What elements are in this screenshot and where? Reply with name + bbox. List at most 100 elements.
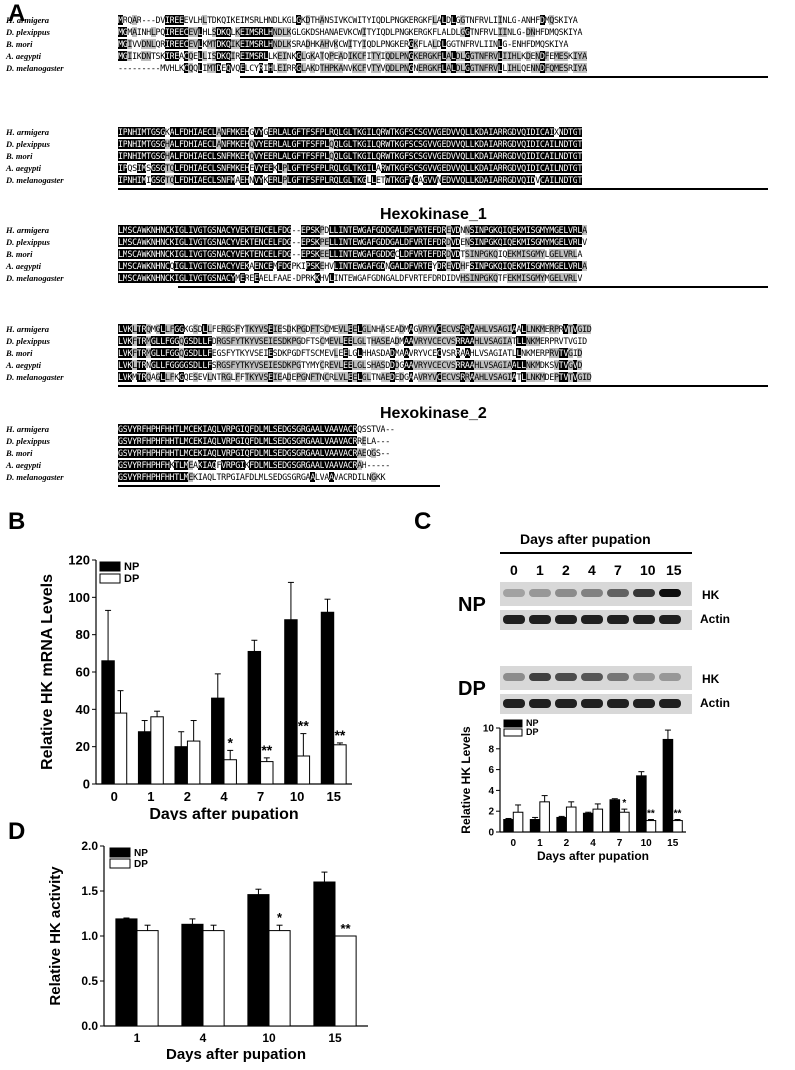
significance-marker: ** — [261, 742, 272, 758]
blot-band-actin-dp — [633, 699, 655, 708]
blot-day-label: 0 — [510, 562, 518, 578]
bar-dp — [333, 744, 347, 785]
bar-np — [211, 697, 225, 785]
y-axis-label: Relative HK mRNA Levels — [39, 574, 56, 770]
species-name: B. mori — [6, 151, 33, 161]
species-name: H. armigera — [6, 225, 49, 235]
species-name: B. mori — [6, 348, 33, 358]
bar-dp — [113, 712, 128, 785]
bar-np — [247, 894, 270, 1027]
blot-band-hk-np — [555, 589, 577, 597]
blot-band-actin-np — [581, 615, 603, 624]
x-axis-label: Days after pupation — [166, 1046, 306, 1063]
x-tick-label: 1 — [134, 1031, 141, 1045]
sequence-text: IPNHIMTGSGHALFDHIAECLSNFMKEHQVYEERLALGFT… — [118, 151, 583, 161]
blot-band-actin-dp — [581, 699, 603, 708]
bar-dp — [296, 755, 311, 785]
significance-marker: ** — [298, 718, 309, 734]
blot-day-label: 2 — [562, 562, 570, 578]
x-tick-label: 7 — [257, 789, 264, 804]
y-tick-label: 0 — [488, 828, 494, 839]
x-tick-label: 4 — [590, 838, 596, 849]
significance-marker: * — [277, 910, 283, 925]
x-tick-label: 4 — [200, 1031, 207, 1045]
blot-day-label: 1 — [536, 562, 544, 578]
x-axis-label: Days after pupation — [149, 806, 298, 820]
bar-np — [556, 816, 567, 833]
x-tick-label: 2 — [564, 838, 570, 849]
sequence-text: MGIVVDNLQRIREECEVLKMTDKQIKEIMSRLHNDLKSRA… — [118, 39, 568, 49]
sequence-text: LMSCAWKNHNCKIGLIVGTGSNACYVEKTENCELFDG--E… — [118, 237, 587, 247]
legend-swatch-dp — [99, 573, 121, 584]
legend-swatch-dp — [503, 728, 523, 737]
sequence-text: IPNHIMIGSGTQLFDHIAECLSNFMAEHNVYKERLPLGFT… — [118, 175, 583, 185]
bar-dp — [202, 930, 225, 1027]
bar-np — [181, 923, 204, 1027]
bar-dp — [672, 820, 683, 833]
blot-label-hk-dp: HK — [702, 672, 720, 686]
bar-np — [101, 660, 115, 785]
chart-b-mrna-levels: 0 20 40 60 80 100 120 0 1 2 4 * 7 ** 10 ** 15 ** Days afte… — [39, 553, 352, 820]
blot-day-label: 7 — [614, 562, 622, 578]
panel-letter-c: C — [414, 508, 432, 535]
sequence-text: MRQAR---DVIREEEVLHLTDKQIKEIMSRLHNDLKGLGK… — [118, 15, 578, 25]
sequence-text: IPQSIMSGSGTQLFDHIAECLSNFMKEHEVYEEKLPLGFT… — [118, 163, 583, 173]
species-name: D. melanogaster — [6, 273, 64, 283]
x-tick-label: 1 — [537, 838, 543, 849]
y-tick-label: 0.5 — [81, 974, 98, 988]
bar-dp — [539, 801, 550, 833]
species-name: H. armigera — [6, 127, 49, 137]
species-name: D. plexippus — [6, 336, 50, 346]
bar-dp — [268, 930, 291, 1027]
x-tick-label: 15 — [667, 838, 679, 849]
bar-np — [115, 918, 138, 1027]
y-tick-label: 120 — [68, 553, 90, 568]
significance-marker: * — [622, 798, 626, 809]
blot-band-hk-dp — [503, 673, 525, 681]
species-name: D. melanogaster — [6, 472, 64, 482]
y-tick-label: 8 — [488, 744, 494, 755]
bar-np — [174, 746, 188, 785]
species-name: D. plexippus — [6, 237, 50, 247]
bar-np — [582, 812, 594, 833]
species-name: D. melanogaster — [6, 175, 64, 185]
bar-np — [662, 738, 674, 833]
species-name: B. mori — [6, 448, 33, 458]
legend-swatch-np — [109, 847, 131, 858]
blot-band-hk-np — [529, 589, 551, 597]
sequence-text: GSVYRFHPHFHHTLMCEKIAQLVRPGIQFDLMLSEDGSGR… — [118, 424, 395, 434]
species-name: B. mori — [6, 249, 33, 259]
blot-band-hk-dp — [529, 673, 551, 681]
y-tick-label: 60 — [76, 665, 90, 680]
blot-band-actin-dp — [503, 699, 525, 708]
blot-band-actin-np — [529, 615, 551, 624]
blot-band-hk-np — [581, 589, 603, 597]
blot-band-hk-dp — [555, 673, 577, 681]
x-tick-label: 2 — [184, 789, 191, 804]
species-name: H. armigera — [6, 324, 49, 334]
x-tick-label: 15 — [326, 789, 340, 804]
species-name: A. aegypti — [6, 51, 41, 61]
domain-underline — [118, 485, 440, 487]
species-name: A. aegypti — [6, 261, 41, 271]
blot-band-actin-dp — [659, 699, 681, 708]
sequence-text: MGMAINHLPQIREECEVLHLSDKQLKEIMSRLHNDLKGLG… — [118, 27, 583, 37]
species-name: A. aegypti — [6, 460, 41, 470]
y-tick-label: 6 — [488, 765, 494, 776]
y-tick-label: 40 — [76, 702, 90, 717]
domain-underline — [118, 385, 768, 387]
bar-np — [609, 799, 621, 833]
y-tick-label: 100 — [68, 590, 90, 605]
species-name: B. mori — [6, 39, 33, 49]
significance-marker: ** — [674, 809, 682, 820]
species-name: D. plexippus — [6, 139, 50, 149]
species-name: D. melanogaster — [6, 372, 64, 382]
bar-dp — [512, 811, 524, 833]
x-tick-label: 0 — [511, 838, 517, 849]
blot-band-actin-np — [659, 615, 681, 624]
sequence-text: LVKLTRQMGLLFGGKGSDLLFERGSFYTKYVSEIESDKPG… — [118, 324, 592, 334]
legend-label-np: NP — [526, 718, 539, 728]
y-tick-label: 4 — [488, 786, 494, 797]
y-tick-label: 2.0 — [81, 839, 98, 853]
bar-np — [247, 650, 262, 785]
